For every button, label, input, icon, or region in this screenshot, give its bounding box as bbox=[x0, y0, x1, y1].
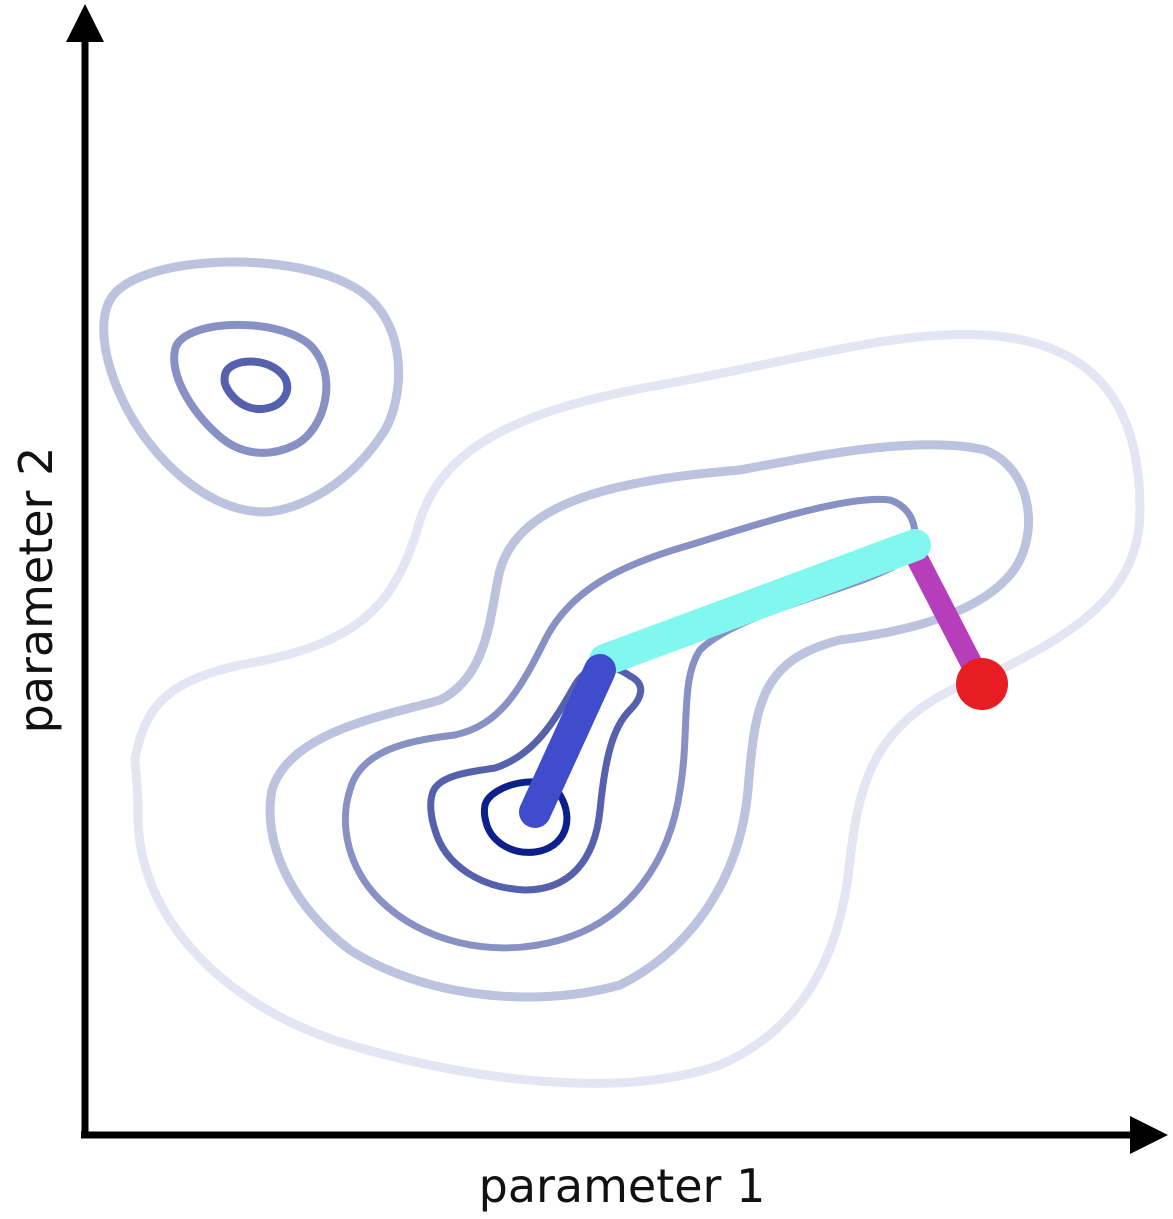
main-contour-level-1 bbox=[130, 329, 1145, 1088]
local-minimum-contours bbox=[99, 257, 404, 517]
y-axis-arrowhead bbox=[66, 4, 104, 42]
path-segment-3 bbox=[907, 549, 991, 691]
main-contour-level-4 bbox=[427, 663, 645, 894]
path-segment-2 bbox=[589, 529, 931, 676]
x-axis-label: parameter 1 bbox=[479, 1159, 766, 1213]
x-axis-arrowhead bbox=[1130, 1116, 1168, 1154]
main-contour-level-5 bbox=[480, 778, 571, 856]
y-axis-label: parameter 2 bbox=[9, 447, 63, 734]
local-contour-middle bbox=[170, 320, 331, 457]
optimization-path bbox=[519, 529, 1008, 828]
path-segment-1 bbox=[519, 654, 616, 828]
axes bbox=[66, 4, 1168, 1154]
start-point-marker bbox=[956, 658, 1008, 710]
main-contour-level-2 bbox=[265, 440, 1033, 1002]
local-contour-outer bbox=[99, 257, 404, 517]
local-contour-inner bbox=[220, 357, 292, 413]
